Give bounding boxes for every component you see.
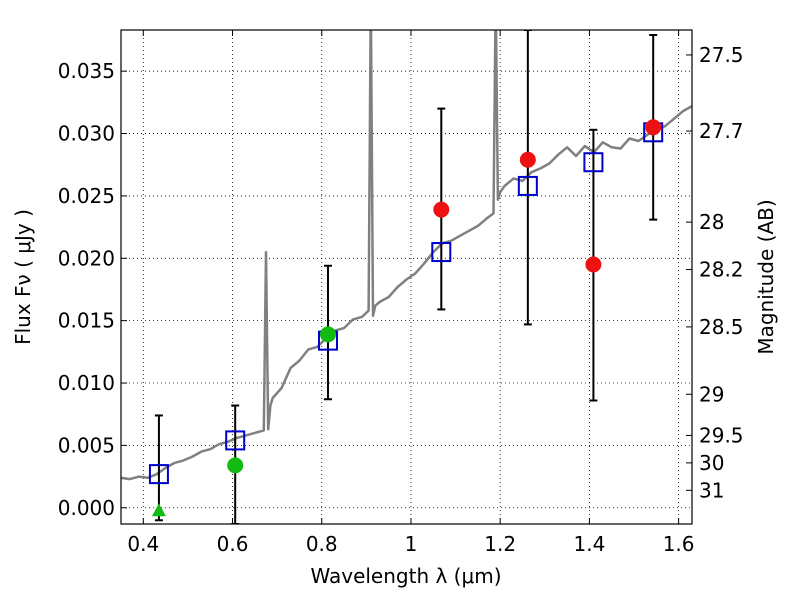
- upper-limit-marker: [151, 503, 166, 517]
- right-tick-label: 30: [699, 451, 724, 475]
- detection-point: [519, 151, 536, 168]
- x-tick-label: 1.6: [663, 532, 695, 556]
- y-tick-label: 0.020: [58, 246, 115, 270]
- spectrum-line: [121, 30, 692, 481]
- model-point-marker: [583, 152, 604, 173]
- faint-detection-point: [319, 326, 336, 343]
- model-point-marker: [148, 464, 169, 485]
- plot-frame: [120, 29, 693, 525]
- x-tick-label: 0.6: [217, 532, 249, 556]
- x-tick-label: 1: [405, 532, 418, 556]
- y-tick-label: 0.000: [58, 496, 115, 520]
- model-point-marker: [225, 430, 246, 451]
- plot-area: [121, 30, 692, 524]
- x-axis-title: Wavelength λ (μm): [310, 564, 501, 588]
- model-point-marker: [517, 175, 538, 196]
- tick-labels: 0.4 0.6 0.8 1 1.2 1.4 1.6 0.000 0.005 0.010 0.015 0…: [58, 43, 744, 556]
- x-tick-label: 0.4: [127, 532, 159, 556]
- right-tick-label: 28.2: [699, 258, 744, 282]
- right-axis-title: Magnitude (AB): [754, 199, 778, 354]
- right-tick-label: 29.5: [699, 423, 744, 447]
- model-point-marker: [431, 242, 452, 263]
- y-tick-label: 0.025: [58, 184, 115, 208]
- right-tick-label: 28.5: [699, 315, 744, 339]
- x-tick-label: 0.8: [306, 532, 338, 556]
- y-tick-label: 0.030: [58, 122, 115, 146]
- x-tick-label: 1.4: [573, 532, 605, 556]
- y-tick-label: 0.010: [58, 371, 115, 395]
- axis-ticks: [121, 30, 692, 524]
- right-tick-label: 31: [699, 478, 724, 502]
- y-tick-label: 0.015: [58, 309, 115, 333]
- detection-point: [645, 119, 662, 136]
- right-tick-label: 27.7: [699, 119, 744, 143]
- y-tick-label: 0.005: [58, 433, 115, 457]
- right-tick-label: 28: [699, 210, 724, 234]
- right-tick-label: 27.5: [699, 43, 744, 67]
- y-tick-label: 0.035: [58, 59, 115, 83]
- y-axis-title: Flux Fν ( μJy ): [11, 209, 35, 345]
- detection-point: [433, 201, 450, 218]
- faint-detection-point: [227, 457, 244, 474]
- right-tick-label: 29: [699, 382, 724, 406]
- x-tick-label: 1.2: [484, 532, 516, 556]
- detection-point: [585, 256, 602, 273]
